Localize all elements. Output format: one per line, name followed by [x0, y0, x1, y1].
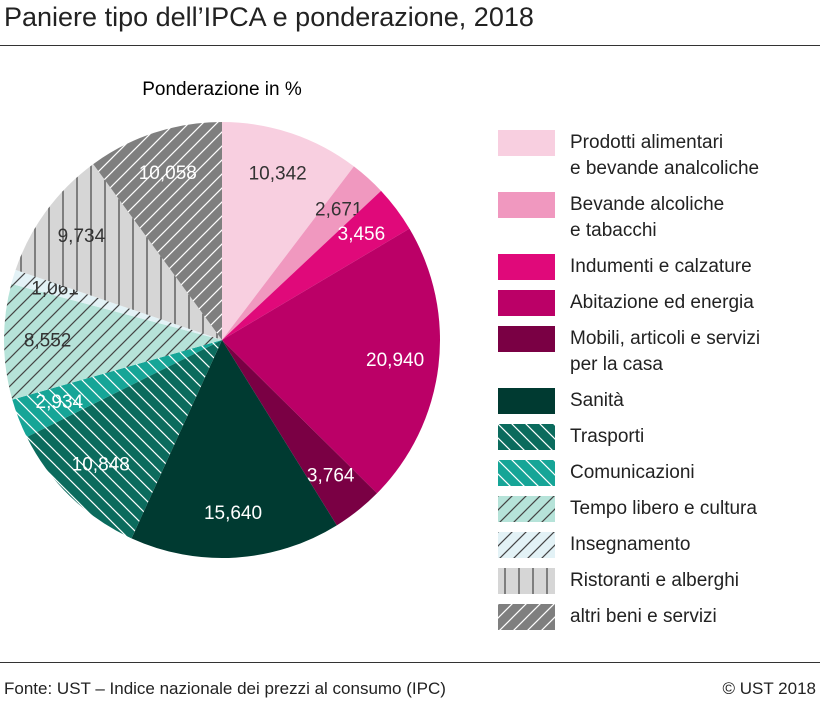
legend-swatch [498, 604, 555, 630]
legend-item: Insegnamento [498, 532, 818, 558]
legend-item: altri beni e servizi [498, 604, 818, 630]
pie-slice [11, 269, 222, 340]
pie-slice [222, 166, 382, 340]
pie-slice [26, 340, 222, 539]
legend-swatch [498, 568, 555, 594]
subtitle: Ponderazione in % [142, 79, 302, 100]
legend-label: Mobili, articoli e servizi per la casa [570, 328, 761, 375]
legend-label: Trasporti [570, 426, 645, 447]
data-label: 3,764 [307, 465, 355, 486]
pie-slice [4, 283, 222, 400]
legend-label: Sanità [570, 390, 624, 411]
legend-item: Trasporti [498, 424, 818, 450]
legend-swatch [498, 192, 555, 218]
data-label: 15,640 [204, 503, 262, 524]
legend-swatch-fill [498, 604, 555, 630]
legend-item: Sanità [498, 388, 818, 414]
legend-swatch [498, 254, 555, 280]
data-label: 9,734 [58, 226, 106, 247]
legend-item: Abitazione ed energia [498, 290, 818, 316]
legend-item: Prodotti alimentari e bevande analcolich… [498, 130, 818, 182]
rule [0, 662, 820, 663]
legend-swatch-fill [498, 326, 555, 352]
legend-swatch [498, 388, 555, 414]
legend-swatch-fill [498, 130, 555, 156]
legend-swatch [498, 460, 555, 486]
rule [0, 45, 820, 46]
legend-swatch [498, 496, 555, 522]
legend-item: Bevande alcoliche e tabacchi [498, 192, 818, 244]
legend-item: Mobili, articoli e servizi per la casa [498, 326, 818, 378]
legend-swatch-fill [498, 496, 555, 522]
pie-slice [222, 190, 410, 340]
legend-swatch-fill [498, 532, 555, 558]
data-label: 2,934 [36, 392, 84, 413]
legend-item: Tempo libero e cultura [498, 496, 818, 522]
data-label: 2,671 [315, 199, 363, 220]
pie-slice [222, 122, 354, 340]
legend-swatch-fill [498, 290, 555, 316]
legend-item: Comunicazioni [498, 460, 818, 486]
data-label: 10,342 [249, 164, 307, 185]
legend-label: Ristoranti e alberghi [570, 570, 739, 591]
legend-swatch [498, 424, 555, 450]
legend-item: Ristoranti e alberghi [498, 568, 818, 594]
legend-swatch-fill [498, 460, 555, 486]
pie-slice [12, 340, 222, 437]
copyright: © UST 2018 [722, 679, 816, 698]
data-label: 20,940 [366, 350, 424, 371]
data-label: 10,058 [139, 163, 197, 184]
pie-slice [15, 164, 222, 340]
legend-label: Tempo libero e cultura [570, 498, 757, 519]
pie-slice [222, 228, 440, 494]
legend-swatch-fill [498, 568, 555, 594]
source: Fonte: UST – Indice nazionale dei prezzi… [4, 679, 446, 698]
pie-slice [222, 340, 378, 526]
legend-label: Abitazione ed energia [570, 292, 754, 313]
legend-label: Comunicazioni [570, 462, 695, 483]
legend-swatch [498, 290, 555, 316]
legend-swatch [498, 326, 555, 352]
legend-label: Indumenti e calzature [570, 256, 752, 277]
legend-swatch-fill [498, 388, 555, 414]
pie-slice [93, 122, 222, 340]
data-label: 8,552 [24, 330, 72, 351]
pie-slice [131, 340, 337, 558]
legend-label: Prodotti alimentari e bevande analcolich… [570, 132, 760, 179]
legend-label: altri beni e servizi [570, 606, 717, 627]
legend-swatch-fill [498, 424, 555, 450]
chart: Ponderazione in % 10,342 2,671 3,456 20,940… [4, 79, 440, 558]
legend-swatch-fill [498, 192, 555, 218]
legend-label: Insegnamento [570, 534, 691, 555]
legend-swatch [498, 130, 555, 156]
data-label: 3,456 [338, 224, 386, 245]
legend-swatch [498, 532, 555, 558]
data-label: 10,848 [72, 454, 130, 475]
legend: Prodotti alimentari e bevande analcolich… [498, 130, 818, 640]
legend-swatch-fill [498, 254, 555, 280]
legend-label: Bevande alcoliche e tabacchi [570, 194, 725, 241]
chart-title: Paniere tipo dell’IPCA e ponderazione, 2… [4, 2, 534, 32]
legend-item: Indumenti e calzature [498, 254, 818, 280]
